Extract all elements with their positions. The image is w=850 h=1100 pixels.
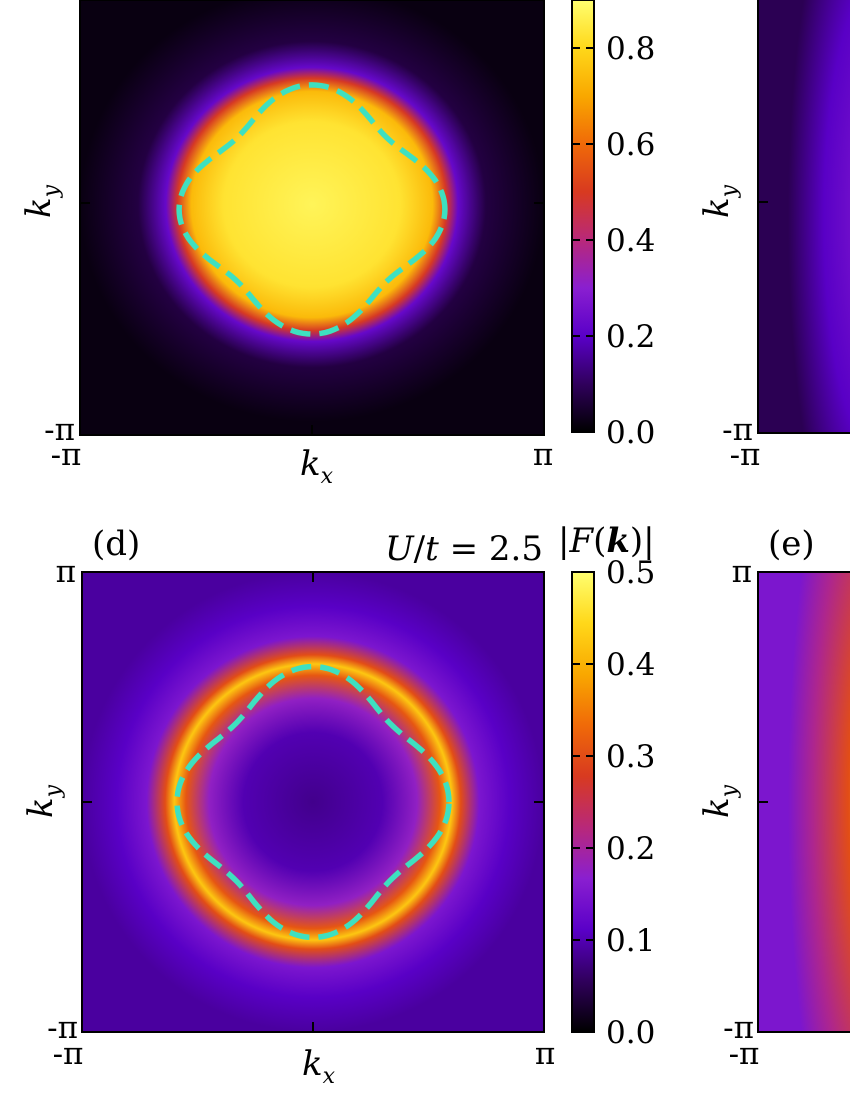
colorbar-tick-label: 0.2 xyxy=(606,319,655,355)
colorbar-ticks-top-left: 0.0 0.2 0.4 0.6 0.8 xyxy=(572,31,655,451)
x-tick-label-max-d: π xyxy=(535,1036,555,1072)
y-tick-label-min-top-right: -π xyxy=(722,412,753,448)
y-tick-label-max-d: π xyxy=(56,554,76,590)
colorbar-tick-label: 0.8 xyxy=(606,31,655,67)
x-tick-label-max-top-left: π xyxy=(533,437,553,473)
x-tick-label-min-d: -π xyxy=(53,1036,84,1072)
colorbar-frame-top-left xyxy=(571,0,595,433)
colorbar-tick-label: 0.4 xyxy=(606,223,655,259)
x-tick-label-min-top-right: -π xyxy=(730,437,761,473)
y-tick-label-min-top-left: -π xyxy=(44,412,75,448)
heatmap-top-left xyxy=(80,0,544,435)
colorbar-frame-d xyxy=(571,571,595,1033)
colorbar-tick-label: 0.3 xyxy=(606,739,655,775)
colorbar-tick-label: 0.5 xyxy=(606,555,655,591)
y-tick-label-min-d: -π xyxy=(47,1010,78,1046)
colorbar-tick-label: 0.4 xyxy=(606,647,655,683)
colorbar-label-d: |F(k)| xyxy=(558,521,655,561)
heatmap-e xyxy=(758,572,850,1032)
y-tick-label-max-e: π xyxy=(732,554,752,590)
plot-frame-top-right xyxy=(757,0,850,434)
panel-label-e: (e) xyxy=(768,524,815,564)
y-axis-label-top-left: ky xyxy=(19,184,64,218)
panel-d: (d) U/t = 2.5 |F(k)| π -π -π π kx ky 0.0… xyxy=(21,521,655,1089)
x-axis-label-d: kx xyxy=(302,1044,336,1089)
x-tick-label-min-e: -π xyxy=(729,1036,760,1072)
panel-e-cropped: (e) π -π -π ky xyxy=(697,524,850,1072)
panel-label-d: (d) xyxy=(92,524,140,564)
x-tick-label-min-top-left: -π xyxy=(51,437,82,473)
fermi-contour-d xyxy=(174,663,452,941)
heatmap-d xyxy=(82,572,544,1032)
y-axis-label-e: ky xyxy=(697,784,742,818)
colorbar-tick-label: 0.0 xyxy=(606,1015,655,1051)
x-axis-label-top-left: kx xyxy=(300,444,334,489)
panel-title-d: U/t = 2.5 xyxy=(385,529,543,569)
y-axis-label-top-right: ky xyxy=(697,184,742,218)
heatmap-top-right xyxy=(758,0,850,433)
y-tick-label-min-e: -π xyxy=(723,1010,754,1046)
panel-top-left: -π π -π kx ky 0.0 0.2 0.4 0.6 0.8 xyxy=(19,0,655,489)
colorbar-tick-label: 0.1 xyxy=(606,923,655,959)
colorbar-top-left xyxy=(572,0,594,432)
colorbar-tick-label: 0.0 xyxy=(606,415,655,451)
panel-top-right-cropped: -π -π ky xyxy=(697,0,850,473)
y-axis-label-d: ky xyxy=(21,784,66,818)
fermi-contour-top-left xyxy=(176,82,448,337)
colorbar-tick-label: 0.6 xyxy=(606,127,655,163)
colorbar-tick-label: 0.2 xyxy=(606,831,655,867)
colorbar-ticks-d: 0.0 0.1 0.2 0.3 0.4 0.5 xyxy=(572,555,655,1051)
colorbar-d xyxy=(572,572,594,1032)
